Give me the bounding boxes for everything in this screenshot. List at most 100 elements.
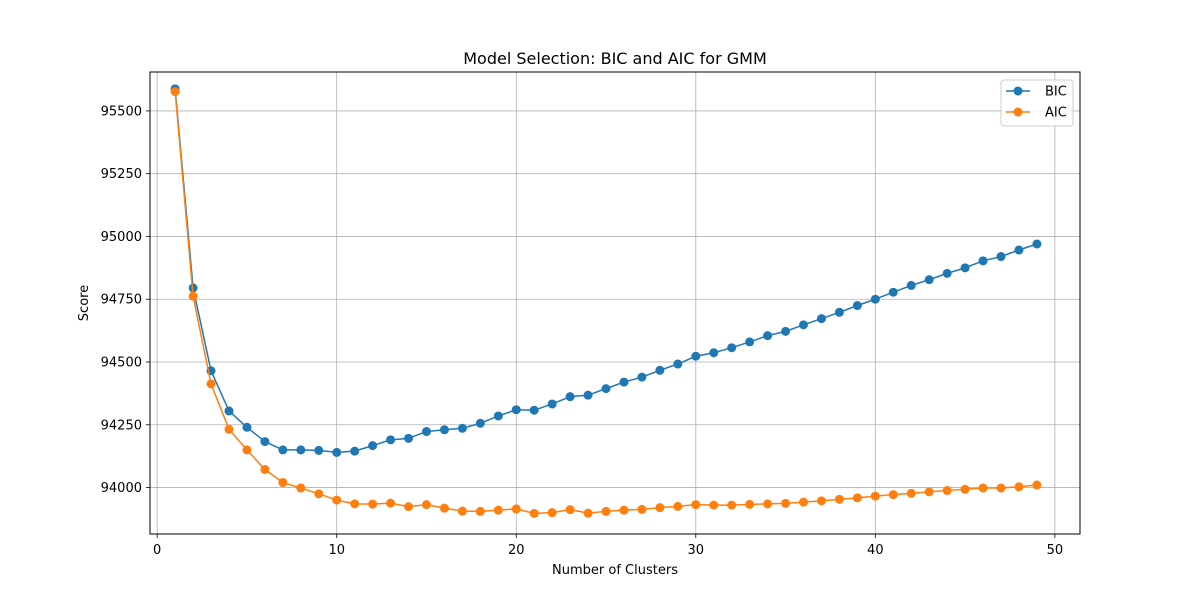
aic-point xyxy=(816,496,826,506)
bic-point xyxy=(781,326,791,336)
aic-point xyxy=(870,491,880,501)
aic-point xyxy=(924,487,934,497)
aic-point xyxy=(1032,480,1042,490)
bic-point xyxy=(332,447,342,457)
bic-point xyxy=(224,406,234,416)
aic-point xyxy=(834,494,844,504)
bic-point xyxy=(260,437,270,447)
bic-point xyxy=(834,307,844,317)
y-tick-label: 94500 xyxy=(101,356,142,371)
aic-point xyxy=(278,478,288,488)
bic-point xyxy=(619,377,629,387)
x-tick-label: 0 xyxy=(153,543,161,558)
aic-point xyxy=(386,498,396,508)
bic-point xyxy=(529,405,539,415)
bic-point xyxy=(565,392,575,402)
bic-point xyxy=(493,411,503,421)
x-tick-label: 40 xyxy=(867,543,884,558)
aic-point xyxy=(852,493,862,503)
grid xyxy=(150,72,1080,534)
y-tick-label: 94000 xyxy=(101,481,142,496)
bic-point xyxy=(655,365,665,375)
series-aic xyxy=(170,87,1042,518)
x-tick-label: 30 xyxy=(688,543,705,558)
ticks: 0 10 20 30 40 50 94000 94250 94500 94750 95000 9525… xyxy=(101,104,1063,558)
aic-point xyxy=(637,504,647,514)
bic-point xyxy=(350,446,360,456)
legend-aic-marker xyxy=(1013,107,1023,117)
aic-point xyxy=(799,497,809,507)
aic-point xyxy=(475,506,485,516)
aic-point xyxy=(439,503,449,513)
bic-point xyxy=(421,427,431,437)
bic-point xyxy=(924,275,934,285)
legend-bic-label: BIC xyxy=(1045,85,1067,100)
bic-point xyxy=(278,445,288,455)
bic-point xyxy=(1032,239,1042,249)
y-tick-label: 95000 xyxy=(101,230,142,245)
bic-point xyxy=(816,314,826,324)
bic-point xyxy=(852,301,862,311)
aic-point xyxy=(547,508,557,518)
aic-point xyxy=(170,87,180,97)
aic-point xyxy=(404,502,414,512)
aic-point xyxy=(888,490,898,500)
bic-point xyxy=(870,294,880,304)
bic-point xyxy=(691,351,701,361)
x-tick-label: 20 xyxy=(508,543,525,558)
aic-point xyxy=(727,500,737,510)
bic-point xyxy=(314,445,324,455)
legend: BIC AIC xyxy=(1000,79,1074,127)
bic-point xyxy=(763,331,773,341)
bic-point xyxy=(601,384,611,394)
aic-point xyxy=(781,498,791,508)
x-tick-label: 10 xyxy=(328,543,345,558)
bic-point xyxy=(978,256,988,266)
aic-point xyxy=(745,499,755,509)
y-tick-label: 95250 xyxy=(101,167,142,182)
aic-point xyxy=(583,508,593,518)
aic-point xyxy=(996,483,1006,493)
series-bic xyxy=(170,84,1042,457)
aic-point xyxy=(421,500,431,510)
y-tick-label: 94250 xyxy=(101,418,142,433)
bic-point xyxy=(1014,245,1024,255)
aic-point xyxy=(296,483,306,493)
aic-point xyxy=(960,484,970,494)
aic-point xyxy=(224,424,234,434)
aic-point xyxy=(511,504,521,514)
aic-point xyxy=(1014,482,1024,492)
aic-point xyxy=(942,486,952,496)
aic-point xyxy=(978,483,988,493)
bic-point xyxy=(727,343,737,353)
bic-point xyxy=(511,405,521,415)
legend-bic-marker xyxy=(1013,86,1023,96)
bic-point xyxy=(404,433,414,443)
series-layer xyxy=(170,84,1042,518)
aic-point xyxy=(314,489,324,499)
bic-point xyxy=(799,320,809,330)
aic-point xyxy=(206,379,216,389)
bic-point xyxy=(637,372,647,382)
aic-point xyxy=(529,508,539,518)
bic-point xyxy=(296,445,306,455)
aic-point xyxy=(655,503,665,513)
bic-point xyxy=(888,287,898,297)
aic-point xyxy=(350,499,360,509)
bic-point xyxy=(960,263,970,273)
chart-title: Model Selection: BIC and AIC for GMM xyxy=(463,49,767,68)
aic-point xyxy=(601,506,611,516)
y-axis-label: Score xyxy=(77,285,92,321)
plot-frame xyxy=(149,71,1081,535)
bic-point xyxy=(439,425,449,435)
y-tick-label: 94750 xyxy=(101,293,142,308)
x-axis-label: Number of Clusters xyxy=(552,563,678,578)
aic-point xyxy=(332,495,342,505)
bic-point xyxy=(583,390,593,400)
legend-aic-label: AIC xyxy=(1045,106,1067,121)
aic-point xyxy=(763,499,773,509)
aic-point xyxy=(691,500,701,510)
aic-point xyxy=(188,291,198,301)
